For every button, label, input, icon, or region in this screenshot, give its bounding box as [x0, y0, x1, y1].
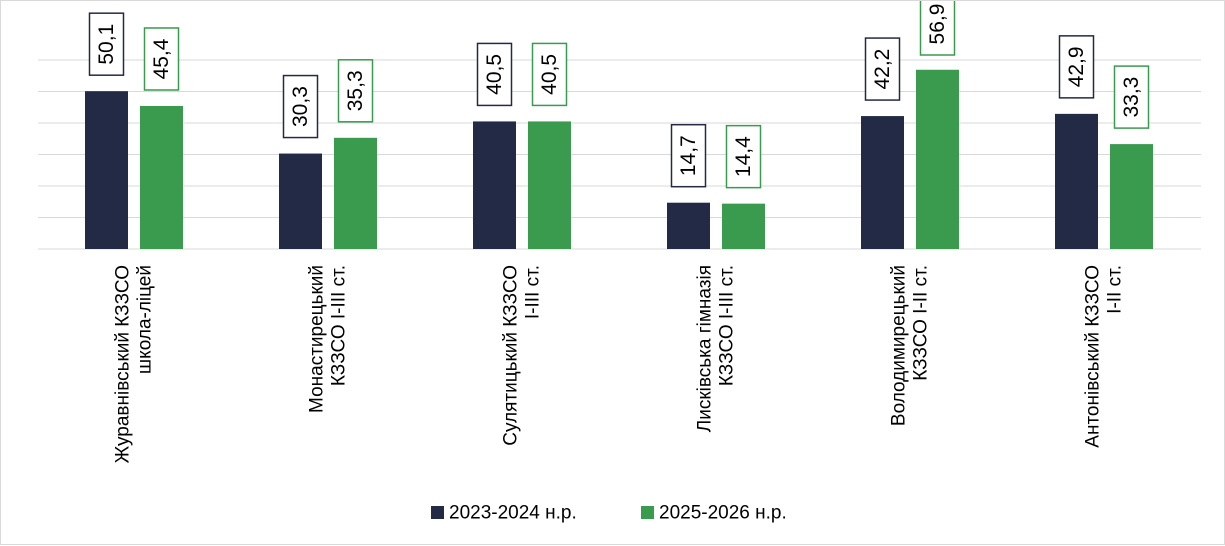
data-label: 42,2	[871, 49, 894, 90]
data-label-box	[1058, 35, 1095, 99]
bar	[334, 137, 377, 249]
legend-swatch	[641, 506, 654, 519]
data-label-box	[282, 74, 319, 139]
bar	[528, 121, 571, 249]
bar	[1055, 113, 1098, 250]
data-label: 42,9	[1065, 46, 1088, 87]
bar	[279, 153, 322, 249]
data-label: 30,3	[289, 86, 312, 127]
data-label-box	[531, 42, 568, 107]
data-label: 56,9	[926, 4, 949, 45]
category-label: І-ІІІ ст.	[523, 265, 544, 319]
data-label: 50,1	[95, 24, 118, 65]
data-label-box	[670, 123, 707, 188]
data-label: 40,5	[538, 54, 561, 95]
data-label: 14,4	[732, 136, 755, 177]
data-labels: 50,1 45,4 30,3 35,3 40,5 40,5 14,7 14,4 42,2 56,9…	[88, 1, 1150, 189]
bar	[916, 69, 959, 249]
bar	[85, 91, 128, 249]
category-label: Журавнівський КЗЗСО	[113, 265, 134, 463]
category-label: Сулятицький КЗЗСО	[501, 265, 522, 446]
category-label: Монастирецький	[307, 265, 328, 413]
data-label-box	[864, 37, 901, 101]
category-label: КЗЗСО І-ІІІ ст.	[717, 265, 738, 386]
category-label: КЗЗСО І-ІІ ст.	[911, 265, 932, 381]
category-label: КЗЗСО І-ІІІ ст.	[329, 265, 350, 386]
data-label-box	[919, 1, 956, 56]
data-label: 45,4	[150, 38, 173, 79]
bar	[473, 121, 516, 249]
data-label-box	[143, 27, 180, 91]
legend-label: 2023-2024 н.р.	[449, 503, 577, 524]
data-label-box	[725, 124, 762, 189]
bars	[85, 69, 1153, 250]
category-label: Антонівський КЗЗСО	[1083, 265, 1104, 448]
bar	[140, 105, 183, 250]
legend: 2023-2024 н.р. 2025-2026 н.р.	[431, 503, 787, 524]
bar	[1110, 144, 1153, 249]
data-label: 35,3	[344, 70, 367, 111]
data-label-box	[1113, 65, 1150, 129]
bar	[861, 116, 904, 249]
category-labels: Журавнівський КЗЗСО школа-ліцей Монастирец…	[113, 265, 1126, 463]
category-label: І-ІІ ст.	[1105, 265, 1126, 314]
data-label: 33,3	[1120, 77, 1143, 118]
bar	[722, 203, 765, 249]
bar	[667, 202, 710, 249]
legend-swatch	[431, 506, 444, 519]
data-label: 40,5	[483, 54, 506, 95]
category-label: Лисківська гімназія	[695, 265, 716, 432]
data-label: 14,7	[677, 135, 700, 176]
gridlines	[38, 59, 1201, 250]
category-label: Володимирецький	[889, 265, 910, 426]
category-label: школа-ліцей	[135, 265, 156, 374]
legend-label: 2025-2026 н.р.	[659, 503, 787, 524]
data-label-box	[476, 42, 513, 107]
data-label-box	[88, 12, 125, 76]
data-label-box	[337, 59, 374, 123]
